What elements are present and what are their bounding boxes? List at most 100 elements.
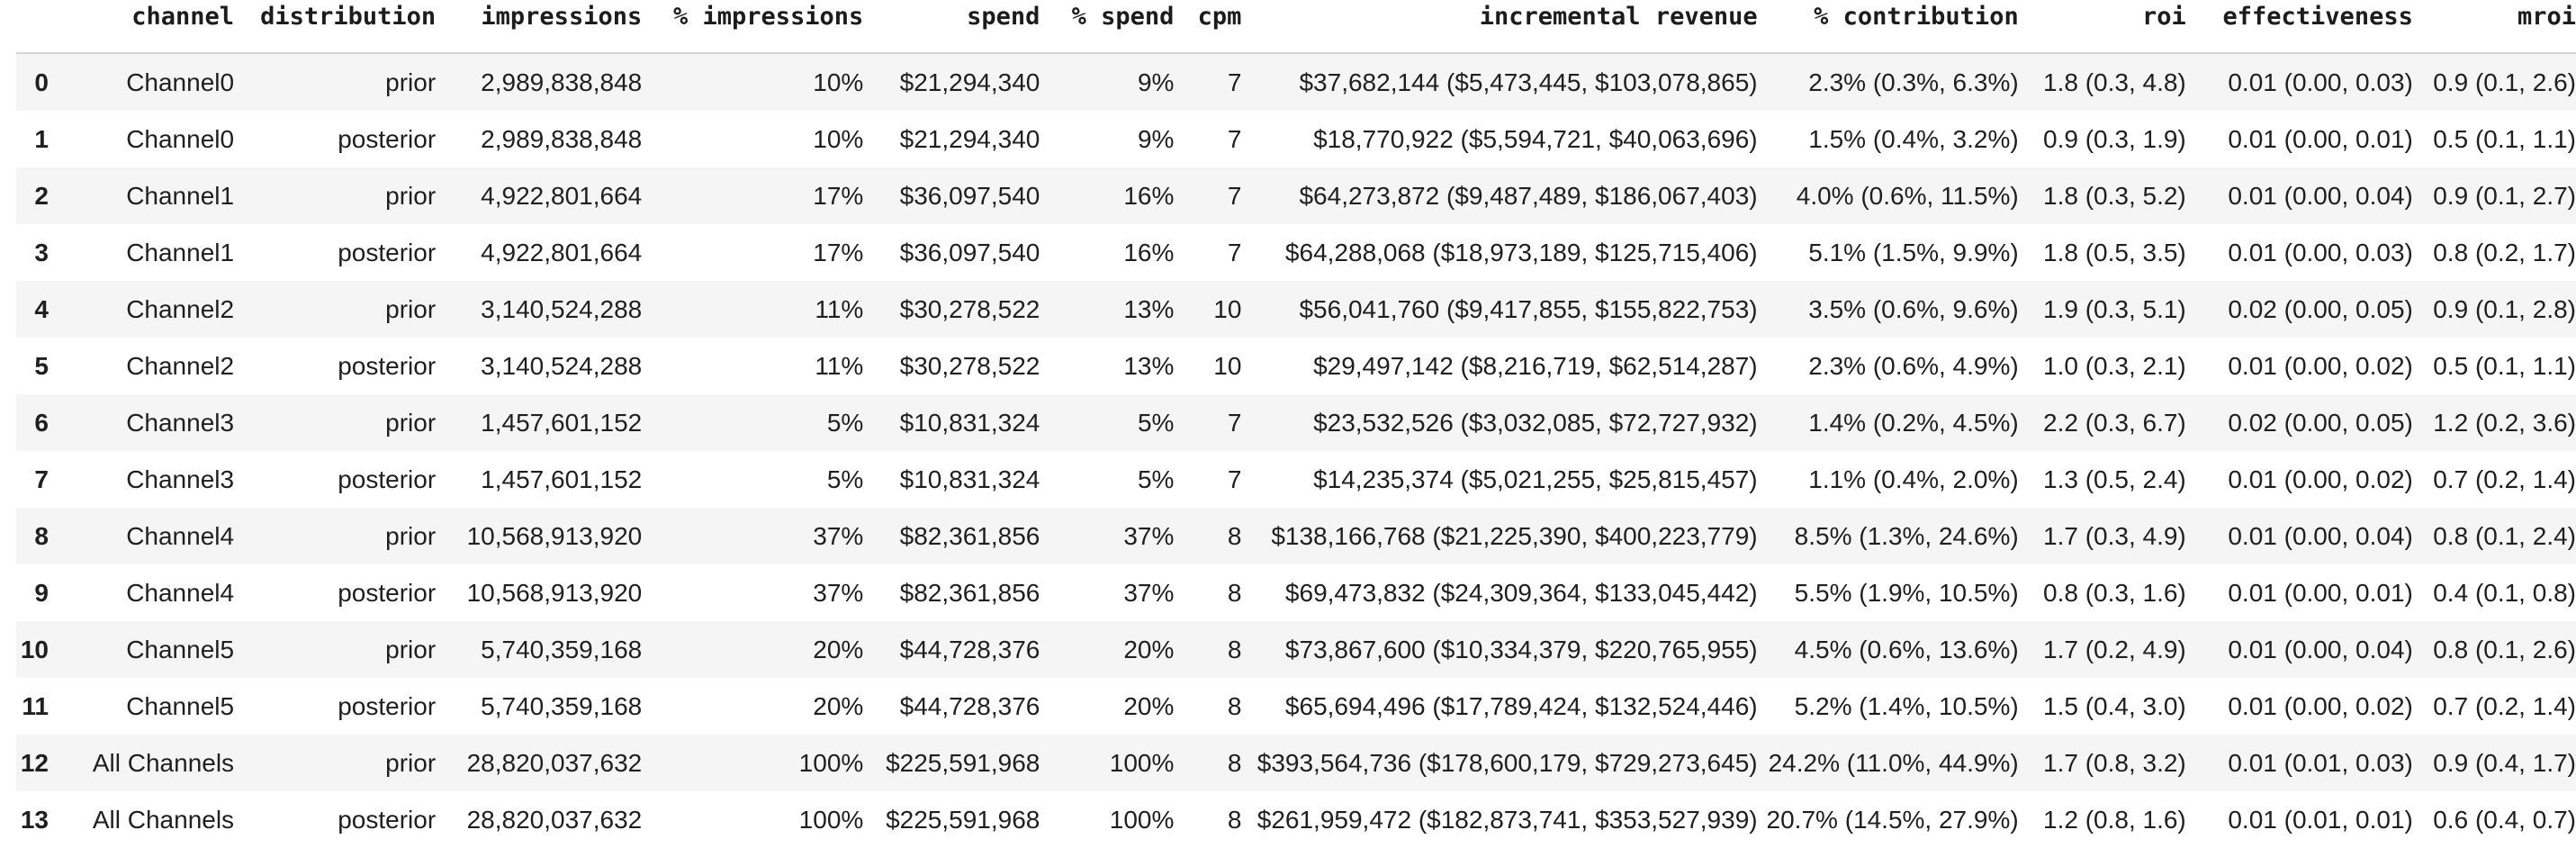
cell-pct-contribution: 2.3% (0.3%, 6.3%)	[1808, 68, 2019, 96]
cell-impressions: 28,820,037,632	[466, 805, 643, 834]
cell-roi: 1.7 (0.8, 3.2)	[2043, 748, 2186, 777]
table-row: 13 All Channels posterior 28,820,037,632 100…	[16, 791, 2576, 848]
cell-distribution: posterior	[338, 465, 437, 493]
table-row: 7 Channel3 posterior 1,457,601,152 5% $10,831…	[16, 451, 2576, 508]
column-header-incremental-revenue: incremental revenue	[1479, 3, 1758, 31]
cell-pct-spend: 16%	[1123, 181, 1175, 210]
cell-effectiveness: 0.01 (0.00, 0.02)	[2228, 465, 2413, 493]
cell-channel: Channel3	[126, 408, 235, 437]
cell-cpm: 10	[1213, 294, 1242, 323]
cell-distribution: prior	[385, 748, 437, 777]
cell-effectiveness: 0.01 (0.01, 0.03)	[2228, 748, 2413, 777]
table-row: 12 All Channels prior 28,820,037,632 100% $22…	[16, 735, 2576, 791]
column-header-roi: roi	[2141, 3, 2186, 31]
cell-cpm: 7	[1227, 68, 1242, 96]
cell-mroi: 0.8 (0.1, 2.6)	[2433, 635, 2576, 663]
cell-pct-impressions: 37%	[813, 578, 864, 607]
cell-effectiveness: 0.01 (0.00, 0.02)	[2228, 351, 2413, 380]
row-index: 11	[22, 691, 49, 720]
cell-effectiveness: 0.01 (0.00, 0.03)	[2228, 68, 2413, 96]
cell-impressions: 2,989,838,848	[481, 124, 643, 153]
cell-spend: $21,294,340	[899, 124, 1040, 153]
cell-spend: $82,361,856	[899, 521, 1040, 550]
cell-roi: 1.0 (0.3, 2.1)	[2043, 351, 2186, 380]
cell-pct-impressions: 100%	[798, 805, 864, 834]
cell-mroi: 1.2 (0.2, 3.6)	[2433, 408, 2576, 437]
cell-pct-contribution: 3.5% (0.6%, 9.6%)	[1808, 294, 2019, 323]
cell-incremental-revenue: $23,532,526 ($3,032,085, $72,727,932)	[1313, 408, 1758, 437]
cell-pct-impressions: 10%	[813, 124, 864, 153]
cell-pct-contribution: 4.0% (0.6%, 11.5%)	[1796, 181, 2019, 210]
cell-impressions: 4,922,801,664	[481, 238, 643, 266]
table-row: 10 Channel5 prior 5,740,359,168 20% $44,728,3…	[16, 621, 2576, 678]
cell-impressions: 4,922,801,664	[481, 181, 643, 210]
cell-distribution: posterior	[338, 351, 437, 380]
cell-pct-spend: 13%	[1123, 294, 1175, 323]
row-index: 10	[20, 635, 49, 663]
cell-cpm: 7	[1227, 238, 1242, 266]
table-row: 2 Channel1 prior 4,922,801,664 17% $36,097,54…	[16, 167, 2576, 224]
cell-pct-contribution: 8.5% (1.3%, 24.6%)	[1794, 521, 2019, 550]
table-row: 11 Channel5 posterior 5,740,359,168 20% $44,7…	[16, 678, 2576, 735]
cell-roi: 0.8 (0.3, 1.6)	[2043, 578, 2186, 607]
cell-pct-spend: 5%	[1137, 408, 1175, 437]
cell-roi: 2.2 (0.3, 6.7)	[2043, 408, 2186, 437]
cell-pct-contribution: 20.7% (14.5%, 27.9%)	[1766, 805, 2019, 834]
cell-incremental-revenue: $138,166,768 ($21,225,390, $400,223,779)	[1271, 521, 1758, 550]
cell-pct-impressions: 11%	[815, 351, 864, 380]
dataframe-table: channel distribution impressions % impressi…	[16, 0, 2576, 848]
cell-distribution: prior	[385, 521, 437, 550]
cell-mroi: 0.9 (0.1, 2.8)	[2433, 294, 2576, 323]
cell-channel: All Channels	[92, 805, 235, 834]
table-body: 0 Channel0 prior 2,989,838,848 10% $21,294,34…	[16, 53, 2576, 848]
cell-spend: $10,831,324	[899, 465, 1040, 493]
row-index: 4	[34, 294, 49, 323]
cell-roi: 1.7 (0.3, 4.9)	[2043, 521, 2186, 550]
cell-pct-contribution: 2.3% (0.6%, 4.9%)	[1808, 351, 2019, 380]
cell-pct-spend: 20%	[1123, 635, 1175, 663]
cell-pct-contribution: 1.4% (0.2%, 4.5%)	[1808, 408, 2019, 437]
table-row: 0 Channel0 prior 2,989,838,848 10% $21,294,34…	[16, 53, 2576, 111]
cell-cpm: 7	[1227, 124, 1242, 153]
cell-impressions: 5,740,359,168	[481, 691, 643, 720]
cell-effectiveness: 0.01 (0.00, 0.01)	[2228, 578, 2413, 607]
cell-channel: Channel0	[126, 68, 235, 96]
cell-mroi: 0.8 (0.2, 1.7)	[2433, 238, 2576, 266]
cell-pct-impressions: 5%	[826, 465, 864, 493]
row-index: 5	[34, 351, 49, 380]
cell-pct-spend: 100%	[1109, 805, 1175, 834]
cell-distribution: posterior	[338, 238, 437, 266]
cell-spend: $44,728,376	[899, 691, 1040, 720]
row-index: 0	[34, 68, 49, 96]
cell-mroi: 0.9 (0.4, 1.7)	[2433, 748, 2576, 777]
cell-distribution: prior	[385, 408, 437, 437]
row-index: 7	[34, 465, 49, 493]
cell-effectiveness: 0.01 (0.00, 0.04)	[2228, 635, 2413, 663]
row-index: 1	[34, 124, 49, 153]
cell-incremental-revenue: $261,959,472 ($182,873,741, $353,527,939…	[1256, 805, 1758, 834]
cell-pct-spend: 9%	[1137, 68, 1175, 96]
cell-impressions: 10,568,913,920	[466, 578, 643, 607]
cell-pct-spend: 13%	[1123, 351, 1175, 380]
cell-mroi: 0.8 (0.1, 2.4)	[2433, 521, 2576, 550]
cell-pct-impressions: 17%	[813, 181, 864, 210]
cell-mroi: 0.9 (0.1, 2.6)	[2433, 68, 2576, 96]
cell-cpm: 7	[1227, 181, 1242, 210]
column-header-distribution: distribution	[260, 3, 437, 31]
table-row: 1 Channel0 posterior 2,989,838,848 10% $21,29…	[16, 111, 2576, 167]
table-row: 4 Channel2 prior 3,140,524,288 11% $30,278,52…	[16, 281, 2576, 338]
column-header-effectiveness: effectiveness	[2222, 3, 2413, 31]
cell-incremental-revenue: $73,867,600 ($10,334,379, $220,765,955)	[1284, 635, 1758, 663]
table-row: 3 Channel1 posterior 4,922,801,664 17% $36,09…	[16, 224, 2576, 281]
cell-cpm: 8	[1227, 805, 1242, 834]
cell-effectiveness: 0.01 (0.00, 0.03)	[2228, 238, 2413, 266]
cell-pct-impressions: 20%	[813, 635, 864, 663]
cell-cpm: 8	[1227, 521, 1242, 550]
cell-roi: 1.2 (0.8, 1.6)	[2043, 805, 2186, 834]
cell-pct-contribution: 1.5% (0.4%, 3.2%)	[1808, 124, 2019, 153]
table-row: 9 Channel4 posterior 10,568,913,920 37% $82,3…	[16, 564, 2576, 621]
cell-pct-spend: 37%	[1123, 578, 1175, 607]
cell-channel: Channel2	[126, 294, 235, 323]
cell-impressions: 1,457,601,152	[481, 465, 643, 493]
